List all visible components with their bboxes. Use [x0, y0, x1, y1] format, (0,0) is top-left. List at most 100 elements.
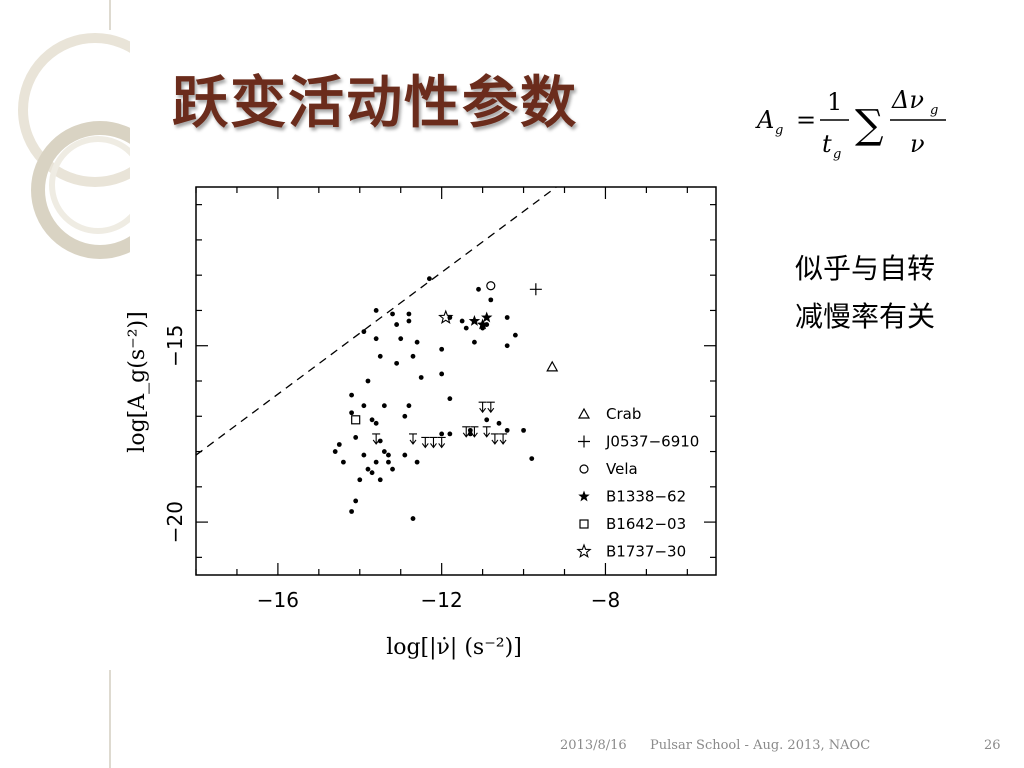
legend-marker-square: [579, 519, 589, 529]
data-point-dot: [373, 420, 379, 426]
data-point-dot: [357, 477, 363, 483]
legend-label: Crab: [606, 405, 641, 423]
formula-lhs: A: [755, 106, 774, 134]
data-point-dot: [349, 410, 354, 416]
data-points: [332, 276, 559, 521]
data-point-dot: [377, 477, 383, 483]
data-point-filled-star: [476, 318, 489, 330]
footer-date: 2013/8/16: [560, 738, 627, 753]
formula: A g = 1 t g ∑ Δν g ν: [755, 86, 946, 162]
formula-lhs-sub: g: [775, 123, 783, 138]
data-point-dot: [406, 318, 412, 324]
legend-label: B1338−62: [606, 488, 686, 506]
data-point-dot: [373, 308, 379, 313]
data-point-dot: [394, 360, 400, 366]
data-point-dot: [484, 417, 490, 423]
glitch-activity-scatter-chart: −16 −12 −8 −15 −20 Crab J0537−6910 Vela B1338−6…: [125, 186, 717, 660]
data-point-dot: [369, 470, 375, 476]
data-point-dot: [414, 459, 420, 465]
data-point-dot: [529, 456, 535, 461]
data-point-dot: [373, 459, 379, 465]
y-tick-label: −15: [163, 325, 187, 367]
data-point-dot: [390, 311, 395, 317]
legend-marker-filled-star: [578, 490, 590, 502]
data-point-upper-limit: [421, 436, 430, 449]
formula-numerator-2-sub: g: [930, 103, 938, 118]
legend-label: B1642−03: [606, 515, 686, 533]
data-point-dot: [390, 466, 395, 472]
data-point-upper-limit: [429, 436, 438, 449]
data-point-star: [438, 309, 454, 325]
data-point-triangle: [546, 360, 559, 372]
data-point-upper-limit: [486, 401, 495, 414]
data-point-dot: [332, 449, 338, 454]
formula-equals: =: [796, 106, 816, 134]
note-line-2: 减慢率有关: [795, 300, 936, 333]
formula-numerator-1: 1: [827, 88, 842, 116]
y-axis-label: log[A_g(s⁻²)]: [125, 311, 150, 452]
data-point-dot: [488, 297, 494, 303]
data-point-dot: [504, 343, 510, 349]
decorative-swirl: [18, 0, 130, 768]
data-point-dot: [377, 438, 383, 444]
data-point-dot: [459, 318, 465, 324]
data-point-dot: [361, 329, 367, 335]
data-point-upper-limit: [470, 426, 479, 438]
data-point-upper-limit: [372, 433, 381, 445]
footer-event: Pulsar School - Aug. 2013, NAOC: [650, 738, 871, 753]
legend: Crab J0537−6910 Vela B1338−62 B1642−03 B1737−…: [576, 405, 699, 561]
data-point-circle: [486, 281, 496, 291]
data-point-dot: [377, 353, 383, 359]
data-point-dot: [353, 435, 359, 440]
data-point-upper-limit: [478, 401, 487, 414]
data-point-dot: [467, 431, 473, 437]
data-point-dot: [336, 442, 342, 447]
data-point-dot: [353, 498, 359, 504]
x-tick-label: −12: [421, 588, 463, 612]
data-point-dot: [476, 286, 481, 292]
data-point-dot: [402, 413, 408, 419]
x-tick-label: −16: [257, 588, 299, 612]
data-point-dot: [521, 427, 526, 433]
data-point-dot: [447, 431, 453, 437]
y-tick-label: −20: [163, 501, 187, 543]
legend-marker-triangle: [577, 407, 591, 419]
data-point-upper-limit: [462, 426, 471, 438]
data-point-dot: [467, 427, 473, 433]
data-point-dot: [373, 336, 379, 342]
data-point-dot: [361, 452, 367, 458]
data-point-dot: [439, 371, 445, 377]
x-tick-label: −8: [591, 588, 620, 612]
data-point-dot: [361, 403, 367, 409]
formula-sum: ∑: [855, 102, 884, 148]
data-point-dot: [463, 325, 469, 331]
data-point-dot: [349, 509, 354, 514]
legend-marker-circle: [579, 464, 589, 474]
data-point-dot: [341, 459, 346, 465]
data-point-dot: [402, 452, 408, 458]
data-point-dot: [406, 311, 412, 317]
data-point-dot: [472, 339, 477, 345]
formula-numerator-2: Δν: [891, 86, 924, 114]
formula-denominator-1: t: [822, 130, 832, 158]
data-point-dot: [398, 336, 404, 342]
formula-denominator-1-sub: g: [833, 147, 841, 162]
data-point-upper-limit: [499, 433, 508, 445]
data-point-dot: [406, 403, 412, 409]
data-point-dot: [496, 420, 502, 426]
data-point-upper-limit: [482, 426, 491, 438]
data-point-dot: [410, 353, 416, 359]
data-point-filled-star: [468, 315, 481, 326]
data-point-dot: [369, 417, 375, 423]
legend-label: J0537−6910: [605, 433, 699, 451]
data-point-dot: [349, 392, 354, 398]
note-line-1: 似乎与自转: [795, 252, 936, 285]
side-notes: 似乎与自转 减慢率有关: [795, 245, 935, 341]
data-point-upper-limit: [409, 433, 418, 445]
data-point-dot: [410, 516, 416, 521]
axis-tick-labels: −16 −12 −8 −15 −20: [163, 325, 620, 612]
data-point-dot: [381, 403, 387, 409]
data-point-filled-star: [481, 311, 493, 323]
data-point-plus: [529, 283, 542, 296]
data-point-dot: [414, 339, 420, 345]
